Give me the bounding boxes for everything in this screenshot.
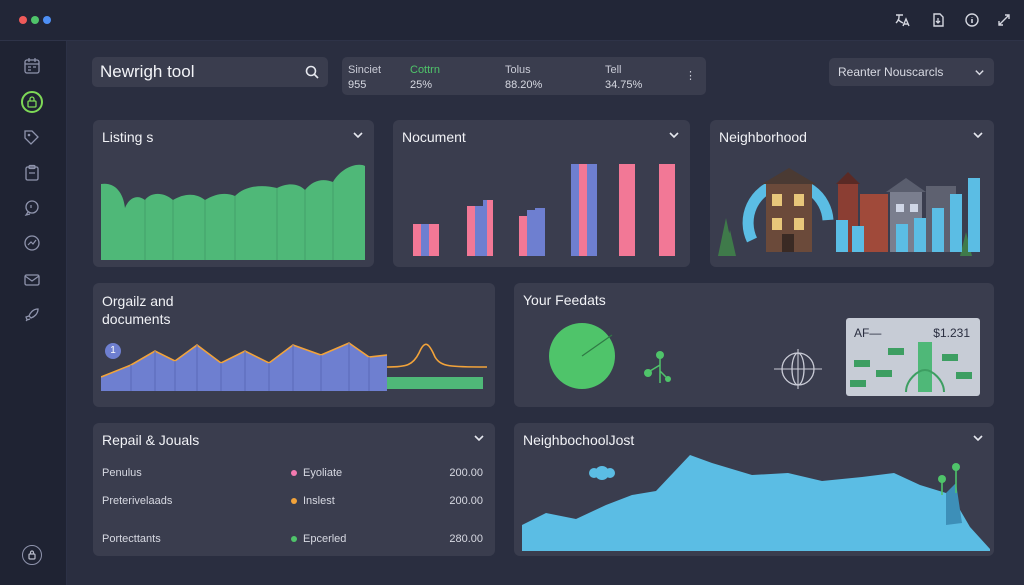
translate-icon[interactable]: [893, 11, 911, 29]
panel-title: Neighborhood: [719, 129, 807, 145]
mail-icon[interactable]: [22, 270, 42, 290]
item-tag-label: Epcerled: [303, 533, 347, 545]
title-line-2: documents: [102, 311, 171, 327]
stat-1: Sinciet 955: [348, 64, 381, 91]
listings-panel: Listing s: [93, 120, 374, 267]
filter-dropdown[interactable]: Reanter Nouscarcls: [829, 58, 994, 86]
stat-4: Tell 34.75%: [605, 64, 642, 91]
globe-icon: [774, 349, 822, 389]
listings-area-chart: [101, 164, 365, 260]
lock-icon[interactable]: [21, 91, 43, 113]
neighjost-panel: NeighbochoolJost: [514, 423, 994, 556]
item-name: Portecttants: [102, 533, 161, 545]
panel-title: Orgailz and documents: [102, 292, 174, 328]
search-input[interactable]: Newrigh tool: [100, 62, 195, 81]
item-value: 280.00: [449, 533, 483, 545]
item-tag: Epcerled: [291, 533, 346, 545]
feedats-panel: Your Feedats AF— $1.231: [514, 283, 994, 407]
chevron-down-icon[interactable]: [972, 432, 984, 444]
item-tag-label: Inslest: [303, 495, 335, 507]
stat-value: 25%: [410, 79, 433, 91]
stat-value: 955: [348, 79, 367, 91]
bullet-icon: [291, 498, 297, 505]
info-icon[interactable]: [963, 11, 981, 29]
item-tag: Eyoliate: [291, 467, 342, 479]
export-icon[interactable]: [929, 11, 947, 29]
stat-label: Tell: [605, 64, 622, 76]
minimize-window-dot[interactable]: [43, 16, 51, 24]
chevron-down-icon[interactable]: [352, 129, 364, 141]
tag-icon[interactable]: [22, 128, 42, 148]
panel-title: Nocument: [402, 129, 466, 145]
stat-label: Sinciet: [348, 64, 382, 76]
plant-icon: [644, 351, 671, 383]
stat-label: Tolus: [505, 64, 531, 76]
stat-value: 34.75%: [605, 79, 643, 91]
clipboard-icon[interactable]: [22, 163, 42, 183]
pie-chart: [549, 323, 615, 389]
count-badge: 1: [105, 343, 121, 359]
nocument-panel: Nocument: [393, 120, 690, 267]
nocument-bar-chart: [413, 164, 675, 256]
finance-card: AF— $1.231: [846, 318, 980, 396]
chevron-down-icon[interactable]: [473, 432, 485, 444]
title-line-1: Orgailz and: [102, 293, 174, 309]
search-icon[interactable]: [304, 64, 320, 80]
item-value: 200.00: [449, 495, 483, 507]
search-box[interactable]: Newrigh tool: [92, 57, 328, 87]
list-item[interactable]: Penulus: [102, 467, 142, 479]
user-icon[interactable]: [22, 545, 42, 565]
chevron-down-icon[interactable]: [668, 129, 680, 141]
sidebar: [0, 41, 67, 585]
bullet-icon: [291, 470, 297, 477]
repail-panel: Repail & Jouals Penulus Eyoliate 200.00 …: [93, 423, 495, 556]
chart-icon[interactable]: [22, 233, 42, 253]
stats-strip: Sinciet 955 Cottrn 25% Tolus 88.20% Tell 34.…: [342, 57, 706, 95]
close-window-dot[interactable]: [19, 16, 27, 24]
title-bar: [0, 0, 1024, 41]
stat-value: 88.20%: [505, 79, 543, 91]
item-tag-label: Eyoliate: [303, 467, 343, 479]
organize-panel: Orgailz and documents 1: [93, 283, 495, 407]
maximize-window-dot[interactable]: [31, 16, 39, 24]
stat-label: Cottrn: [410, 64, 440, 76]
bullet-icon: [291, 536, 297, 543]
item-tag: Inslest: [291, 495, 335, 507]
item-name: Penulus: [102, 467, 142, 479]
stat-2: Cottrn 25%: [410, 64, 440, 91]
panel-title: NeighbochoolJost: [523, 432, 635, 448]
panel-title: Repail & Jouals: [102, 432, 200, 448]
chevron-down-icon[interactable]: [972, 129, 984, 141]
neighborhood-panel: Neighborhood: [710, 120, 994, 267]
stat-3: Tolus 88.20%: [505, 64, 542, 91]
expand-icon[interactable]: [995, 11, 1013, 29]
card-value: $1.231: [933, 326, 970, 340]
list-item[interactable]: Portecttants: [102, 533, 161, 545]
neighborhood-illustration: [718, 168, 980, 256]
rocket-icon[interactable]: [22, 305, 42, 325]
list-item[interactable]: Preterivelaads: [102, 495, 172, 507]
more-icon[interactable]: ⋮: [685, 70, 696, 82]
neighjost-area-chart: [522, 455, 990, 551]
organize-area-chart: [101, 342, 487, 391]
calendar-icon[interactable]: [22, 56, 42, 76]
item-name: Preterivelaads: [102, 495, 173, 507]
money-illustration: [850, 342, 972, 393]
item-value: 200.00: [449, 467, 483, 479]
chevron-down-icon[interactable]: [974, 67, 985, 78]
panel-title: Your Feedats: [523, 292, 606, 308]
dropdown-value: Reanter Nouscarcls: [838, 65, 944, 79]
chat-icon[interactable]: [22, 198, 42, 218]
panel-title: Listing s: [102, 129, 154, 145]
card-label: AF—: [854, 326, 882, 340]
